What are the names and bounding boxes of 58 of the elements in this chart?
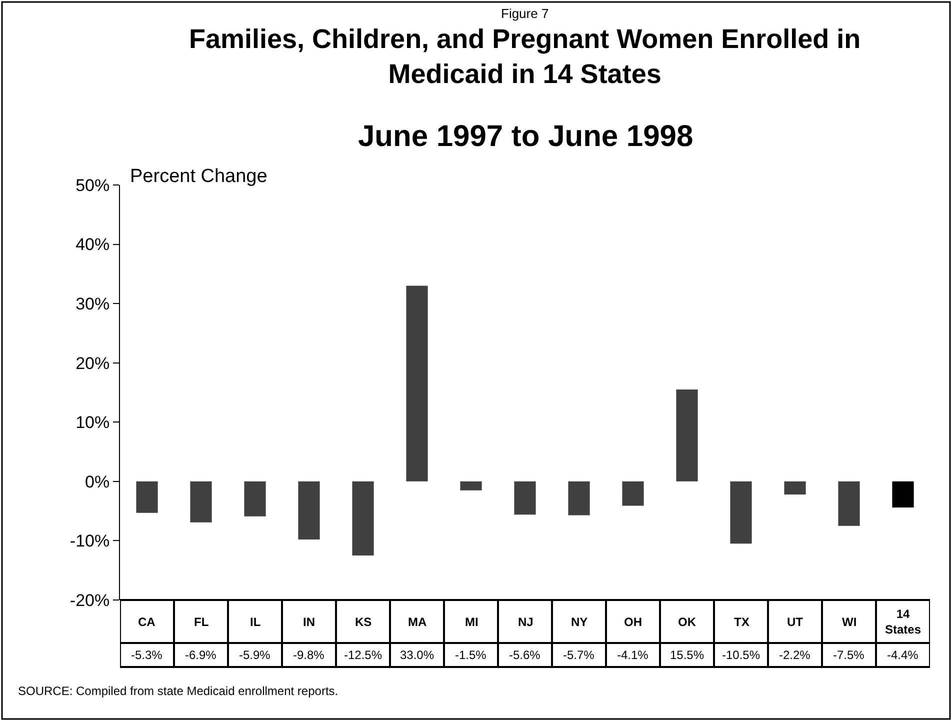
x-tick-label: CA	[138, 615, 156, 629]
caption: Figure 7	[501, 6, 549, 21]
data-label: -5.7%	[563, 648, 595, 662]
x-tick-label: FL	[194, 615, 209, 629]
chart-subtitle: June 1997 to June 1998	[358, 120, 694, 153]
data-label: -10.5%	[722, 648, 760, 662]
y-tick-label: 20%	[76, 354, 110, 373]
x-tick-label: IN	[303, 615, 315, 629]
data-label: -5.6%	[509, 648, 541, 662]
x-tick-label: MA	[408, 615, 427, 629]
x-tick-label: NY	[571, 615, 588, 629]
y-tick-label: -10%	[70, 532, 110, 551]
bar	[622, 481, 644, 506]
x-tick-label: KS	[355, 615, 372, 629]
x-tick-label: NJ	[518, 615, 534, 629]
bar	[784, 481, 806, 494]
data-label: -6.9%	[185, 648, 217, 662]
data-label: -7.5%	[833, 648, 865, 662]
data-label: -5.9%	[239, 648, 271, 662]
chart-title: Families, Children, and Pregnant Women Enrolled in Medicaid in 14 States	[189, 24, 861, 90]
x-tick-label: OK	[678, 615, 696, 629]
x-tick-label: MI	[465, 615, 478, 629]
bar	[676, 390, 698, 482]
data-label: -9.8%	[293, 648, 325, 662]
bar	[838, 481, 860, 526]
bar	[136, 481, 158, 513]
data-label: -12.5%	[344, 648, 382, 662]
y-tick-label: 50%	[76, 176, 110, 195]
y-tick-label: 40%	[76, 235, 110, 254]
data-label: -4.4%	[887, 648, 919, 662]
source-note: SOURCE: Compiled from state Medicaid enrollment reports.	[18, 684, 338, 698]
bar	[568, 481, 590, 516]
data-label: 15.5%	[670, 648, 704, 662]
y-tick-label: 0%	[85, 472, 110, 492]
bar	[892, 481, 914, 508]
data-label: -4.1%	[617, 648, 649, 662]
bar	[514, 481, 536, 515]
data-label: -2.2%	[779, 648, 811, 662]
bar	[730, 481, 752, 544]
x-tick-label: OH	[624, 615, 642, 629]
bar	[190, 481, 212, 522]
x-tick-label: 14 States	[885, 607, 922, 637]
bar	[460, 481, 482, 490]
bar	[244, 481, 266, 516]
x-tick-label: IL	[250, 615, 261, 629]
x-tick-label: UT	[787, 615, 804, 629]
data-label: -5.3%	[131, 648, 163, 662]
data-label: 33.0%	[400, 648, 434, 662]
y-axis-title: Percent Change	[130, 166, 268, 187]
bar	[406, 286, 428, 482]
x-tick-label: WI	[842, 615, 857, 629]
x-tick-label: TX	[734, 615, 750, 629]
bar	[298, 481, 320, 540]
data-label: -1.5%	[455, 648, 487, 662]
y-tick-label: 10%	[76, 413, 110, 432]
y-tick-label: 30%	[76, 294, 110, 314]
y-tick-label: -20%	[70, 590, 110, 610]
bar	[352, 481, 374, 556]
